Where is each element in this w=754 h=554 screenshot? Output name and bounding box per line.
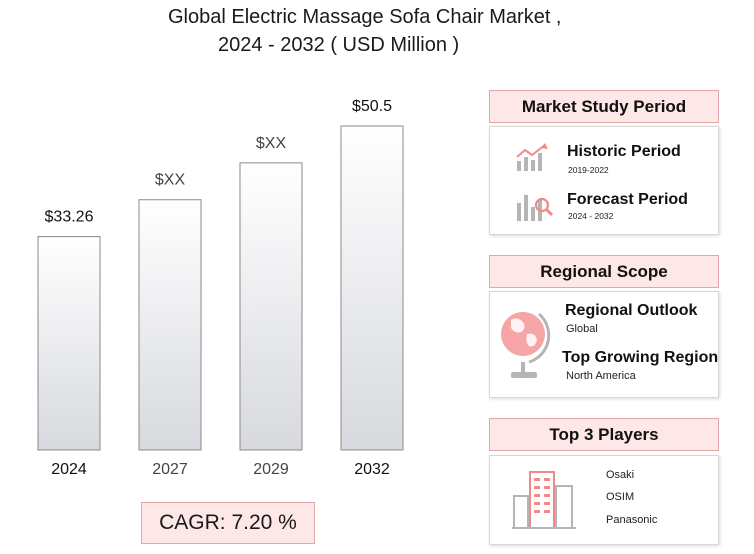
x-tick-label: 2029	[253, 461, 289, 478]
regional-scope-panel: Regional Outlook Global Top Growing Regi…	[489, 291, 719, 398]
study-period-panel: Historic Period 2019-2022 Forecast Perio…	[489, 126, 719, 235]
bar-2024	[37, 236, 101, 451]
forecast-period-title: Forecast Period	[567, 191, 688, 208]
buildings-icon	[512, 471, 576, 529]
top-players-panel: Osaki OSIM Panasonic	[489, 455, 719, 545]
x-tick-label: 2027	[152, 461, 188, 478]
historic-period-years: 2019-2022	[568, 165, 609, 175]
bar-chart: $33.26 2024 $XX 2027 $XX 2029 $50.5 2032	[37, 98, 404, 478]
cagr-box: CAGR: 7.20 %	[141, 502, 315, 544]
bar-2029	[239, 162, 303, 451]
chart-title: Global Electric Massage Sofa Chair Marke…	[120, 3, 620, 59]
x-tick-label: 2032	[354, 461, 390, 478]
historic-period-title: Historic Period	[567, 143, 681, 160]
top-players-header: Top 3 Players	[489, 418, 719, 451]
player-item: Osaki	[606, 469, 635, 481]
forecast-period-years: 2024 - 2032	[568, 211, 614, 221]
bar-value-label: $XX	[155, 172, 186, 189]
trend-chart-icon	[516, 143, 548, 171]
x-tick-label: 2024	[51, 461, 87, 478]
study-period-header: Market Study Period	[489, 90, 719, 123]
bar-value-label: $33.26	[45, 209, 94, 226]
forecast-chart-icon	[517, 195, 554, 221]
regional-outlook-title: Regional Outlook	[565, 302, 698, 319]
bar-2027	[138, 199, 202, 451]
globe-icon	[501, 312, 551, 378]
player-item: Panasonic	[606, 514, 658, 526]
bar-value-label: $50.5	[352, 98, 392, 115]
regional-scope-header: Regional Scope	[489, 255, 719, 288]
chart-title-line2: 2024 - 2032 ( USD Million )	[218, 34, 460, 56]
regional-outlook-value: Global	[566, 323, 598, 335]
player-item: OSIM	[606, 491, 635, 503]
top-growing-region-value: North America	[566, 370, 636, 382]
top-growing-region-title: Top Growing Region	[562, 349, 719, 366]
chart-title-line1: Global Electric Massage Sofa Chair Marke…	[168, 6, 562, 28]
bar-value-label: $XX	[256, 135, 287, 152]
bar-2032	[340, 125, 404, 451]
